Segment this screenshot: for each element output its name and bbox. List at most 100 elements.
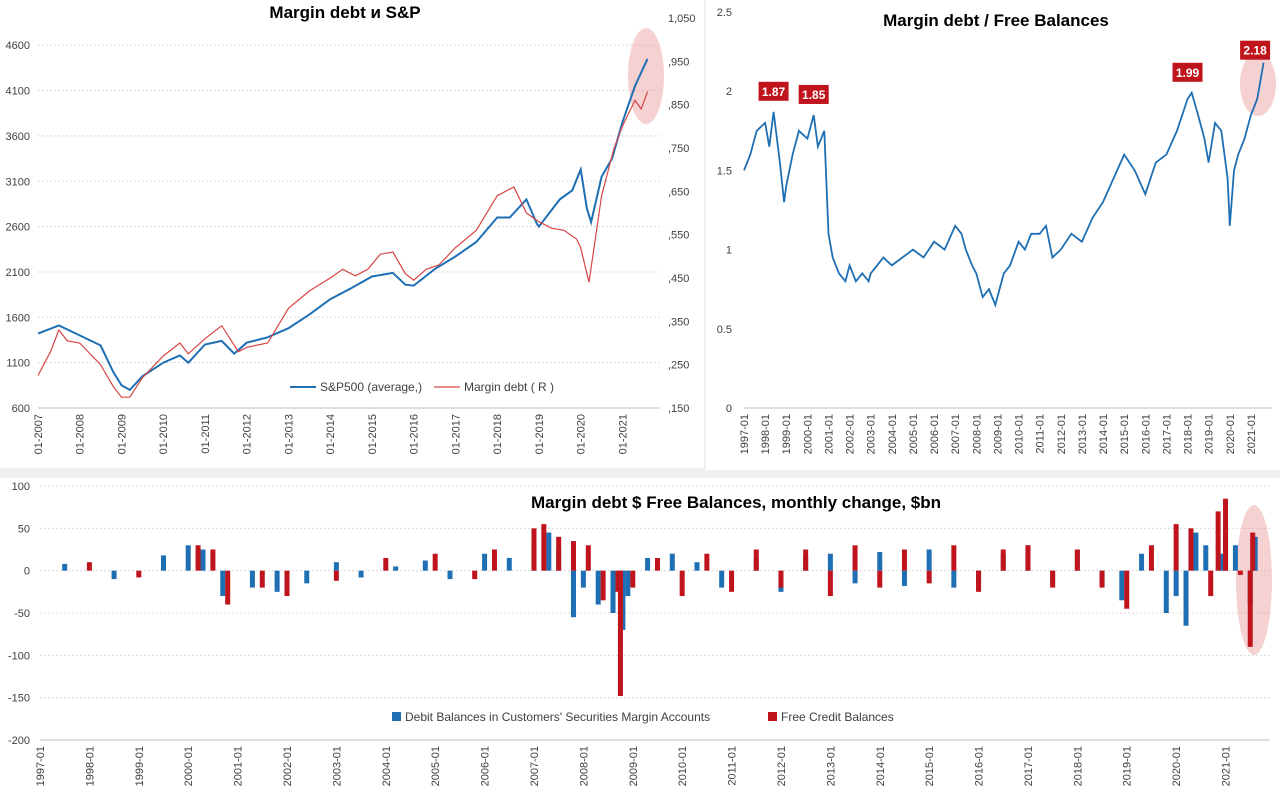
legend-label-sp500: S&P500 (average,) <box>320 380 422 394</box>
bar-free-credit-balances <box>1250 532 1256 571</box>
x-tick-label: 1999-01 <box>781 414 793 454</box>
x-tick-label: 01-2020 <box>576 414 588 454</box>
x-tick-label: 01-2013 <box>283 414 295 454</box>
bar-free-credit-balances <box>704 553 710 571</box>
bar-free-credit-balances <box>654 557 660 571</box>
bar-free-credit-balances <box>1173 524 1179 571</box>
y-left-tick-label: 3600 <box>6 131 30 143</box>
bar-free-credit-balances <box>1215 511 1221 571</box>
bar-free-credit-balances <box>383 557 389 571</box>
legend-label-debit-balances: Debit Balances in Customers' Securities … <box>405 710 710 724</box>
bar-debit-balances <box>1203 545 1209 571</box>
bar-debit-balances <box>200 549 206 571</box>
callout-label: 1.99 <box>1176 66 1200 80</box>
bar-free-credit-balances <box>1247 570 1253 647</box>
x-tick-label: 01-2017 <box>450 414 462 454</box>
x-tick-label: 01-2009 <box>116 414 128 454</box>
bar-free-credit-balances <box>1025 545 1031 571</box>
bar-free-credit-balances <box>136 570 142 578</box>
x-tick-label: 2016-01 <box>974 746 986 786</box>
x-tick-label: 01-2008 <box>75 414 87 454</box>
bar-free-credit-balances <box>1000 549 1006 571</box>
chart-monthly-change: -200 -150 -100 -50 0 50 100 1997-01 1998-01 1999-… <box>0 478 1280 797</box>
x-tick-label: 01-2016 <box>409 414 421 454</box>
x-tick-label: 2015-01 <box>1119 414 1131 454</box>
x-tick-label: 2004-01 <box>887 414 899 454</box>
bar-free-credit-balances <box>827 570 833 597</box>
x-tick-label: 1997-01 <box>739 414 751 454</box>
bar-free-credit-balances <box>259 570 265 588</box>
bar-debit-balances <box>249 570 255 588</box>
bar-debit-balances <box>580 570 586 588</box>
bar-free-credit-balances <box>1188 528 1194 571</box>
bar-debit-balances <box>1232 545 1238 571</box>
chart-sp-margin-svg: 600 1100 1600 2100 2600 3100 3600 4100 4600 ,150,… <box>6 3 696 454</box>
x-tick-label: 01-2018 <box>492 414 504 454</box>
bar-free-credit-balances <box>1208 570 1214 597</box>
x-tick-label: 1997-01 <box>35 746 47 786</box>
y-right-tick-label: ,850 <box>668 100 689 112</box>
bar-debit-balances <box>546 532 552 571</box>
x-tick-label: 2008-01 <box>971 414 983 454</box>
y-left-tick-label: 2100 <box>6 267 30 279</box>
y-right-tick-label: ,350 <box>668 316 689 328</box>
legend-label-free-credit-balances: Free Credit Balances <box>781 710 894 724</box>
legend-swatch-free-credit-balances <box>768 712 777 721</box>
y-right-tick-label: ,550 <box>668 230 689 242</box>
x-tick-label: 2015-01 <box>924 746 936 786</box>
x-tick-label: 2017-01 <box>1161 414 1173 454</box>
bar-free-credit-balances <box>195 545 201 571</box>
x-tick-label: 2008-01 <box>578 746 590 786</box>
y-right-tick-label: ,950 <box>668 56 689 68</box>
bar-debit-balances <box>827 553 833 571</box>
bar-free-credit-balances <box>432 553 438 571</box>
bar-debit-balances <box>1193 532 1199 571</box>
y-tick-label: 0 <box>726 403 732 415</box>
x-tick-label: 01-2007 <box>33 414 45 454</box>
highlight-ellipse <box>628 28 664 124</box>
bar-debit-balances <box>62 563 68 571</box>
bar-debit-balances <box>877 552 883 571</box>
bar-free-credit-balances <box>1237 570 1243 575</box>
bar-free-credit-balances <box>617 570 623 696</box>
x-tick-label: 2013-01 <box>1077 414 1089 454</box>
x-tick-label: 01-2021 <box>617 414 629 454</box>
chart-ratio-svg: 0 0.5 1 1.5 2 2.5 1997-01 1998-01 1999-01 2000-01… <box>717 7 1276 454</box>
bar-debit-balances <box>669 553 675 571</box>
bar-debit-balances <box>852 570 858 584</box>
x-tick-label: 01-2010 <box>158 414 170 454</box>
y-right-tick-label: ,750 <box>668 143 689 155</box>
bar-free-credit-balances <box>901 549 907 571</box>
callout-box <box>798 84 829 104</box>
x-tick-label: 2009-01 <box>992 414 1004 454</box>
y-tick-label: -200 <box>8 735 30 747</box>
x-tick-label: 2003-01 <box>331 746 343 786</box>
chart-title: Margin debt / Free Balances <box>883 11 1109 30</box>
bar-free-credit-balances <box>951 545 957 571</box>
y-tick-label: 1 <box>726 245 732 257</box>
x-tick-label: 2017-01 <box>1023 746 1035 786</box>
x-tick-label: 2007-01 <box>950 414 962 454</box>
bar-debit-balances <box>111 570 117 580</box>
bar-debit-balances <box>333 562 339 571</box>
y-right-tick-label: 1,050 <box>668 13 696 25</box>
highlight-ellipse <box>1240 52 1276 116</box>
bar-debit-balances <box>422 560 428 571</box>
y-tick-label: -100 <box>8 650 30 662</box>
y-left-tick-label: 4600 <box>6 40 30 52</box>
x-tick-label: 2019-01 <box>1122 746 1134 786</box>
y-left-tick-label: 600 <box>12 403 30 415</box>
x-tick-label: 2021-01 <box>1221 746 1233 786</box>
bar-debit-balances <box>358 570 364 578</box>
callout-box <box>758 81 789 101</box>
bar-debit-balances <box>1173 570 1179 597</box>
bar-free-credit-balances <box>1074 549 1080 571</box>
x-tick-label: 01-2011 <box>200 414 212 454</box>
callout-box <box>1240 40 1271 60</box>
bar-debit-balances <box>645 557 651 571</box>
x-tick-label: 2019-01 <box>1204 414 1216 454</box>
bar-debit-balances <box>570 570 576 618</box>
x-tick-label: 2009-01 <box>628 746 640 786</box>
bar-free-credit-balances <box>541 524 547 571</box>
x-tick-label: 2005-01 <box>908 414 920 454</box>
